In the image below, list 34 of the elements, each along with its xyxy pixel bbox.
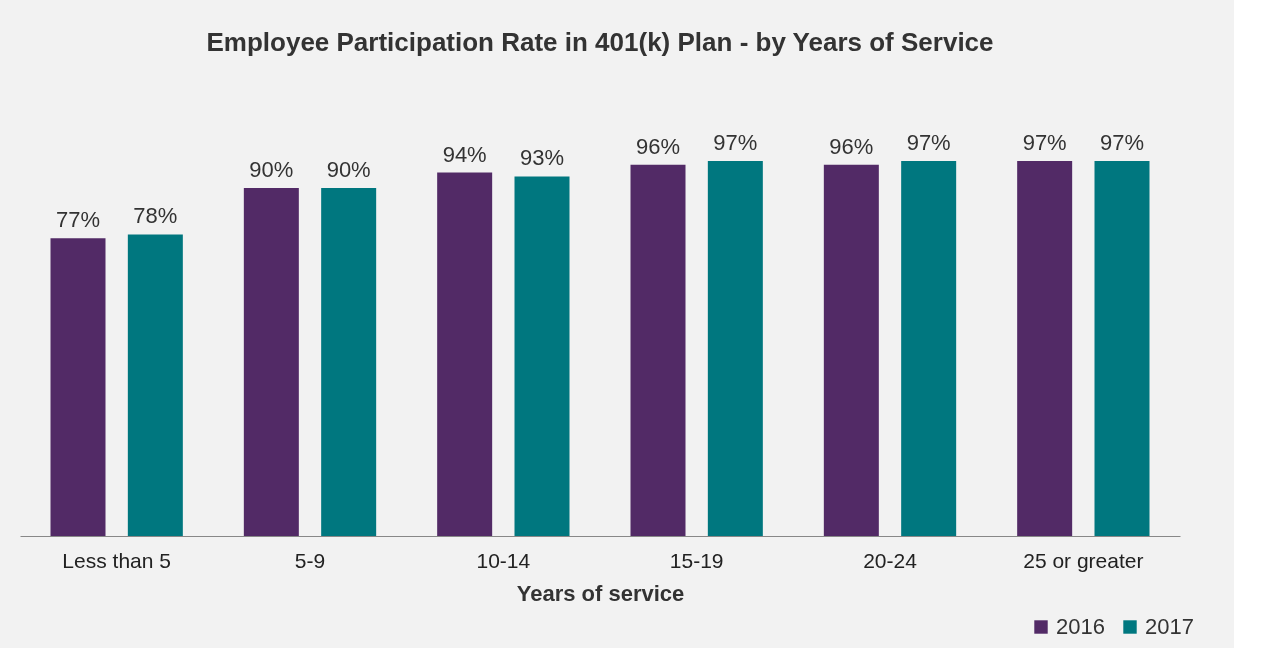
data-label: 97% [1099,130,1145,155]
bar [321,188,377,536]
bar [630,164,686,536]
x-axis-title: Years of service [516,580,685,606]
chart-title: Employee Participation Rate in 401(k) Plan - by Years of Service [206,27,994,57]
x-tick-label: 5-9 [294,548,326,572]
data-label: 97% [713,130,758,155]
bar [707,161,763,536]
data-label: 78% [133,203,178,229]
data-label: 97% [1022,130,1067,155]
bar [1017,161,1073,536]
data-label: 90% [326,157,371,183]
data-label: 77% [55,207,101,233]
bar [901,161,957,536]
bar [823,164,879,536]
legend-label: 2017 [1145,614,1194,639]
bar [514,176,570,536]
data-label: 96% [829,133,874,159]
bar [243,188,299,536]
x-tick-label: 15-19 [669,548,724,572]
x-tick-label: Less than 5 [62,548,171,572]
bar [50,238,106,536]
x-tick-label: 20-24 [863,548,918,572]
legend-label: 2016 [1056,614,1105,639]
bar [1094,161,1150,536]
data-label: 94% [442,141,487,167]
bar [127,234,183,536]
data-label: 96% [635,133,681,159]
data-label: 90% [249,157,294,183]
x-tick-label: 10-14 [476,548,531,572]
data-label: 97% [906,130,951,155]
bar [437,172,493,536]
data-label: 93% [519,145,565,171]
x-tick-label: 25 or greater [1023,548,1144,572]
